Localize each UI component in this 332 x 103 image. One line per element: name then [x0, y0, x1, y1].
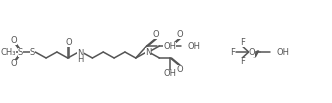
Text: OH: OH — [276, 47, 289, 57]
Text: O: O — [249, 47, 255, 57]
Text: O: O — [10, 36, 17, 44]
Text: O: O — [176, 65, 183, 74]
Text: F: F — [240, 37, 245, 46]
Text: S: S — [18, 47, 23, 57]
Text: O: O — [10, 60, 17, 68]
Text: O: O — [176, 30, 183, 39]
Text: F: F — [230, 47, 235, 57]
Text: CH₃: CH₃ — [1, 47, 16, 57]
Text: OH: OH — [187, 42, 200, 50]
Text: S: S — [30, 47, 35, 57]
Text: OH: OH — [163, 42, 176, 50]
Text: H: H — [77, 54, 84, 64]
Text: O: O — [65, 37, 72, 46]
Text: O: O — [153, 30, 159, 39]
Text: OH: OH — [164, 70, 177, 78]
Text: N: N — [145, 47, 151, 57]
Text: N: N — [77, 49, 84, 57]
Text: F: F — [240, 57, 245, 67]
